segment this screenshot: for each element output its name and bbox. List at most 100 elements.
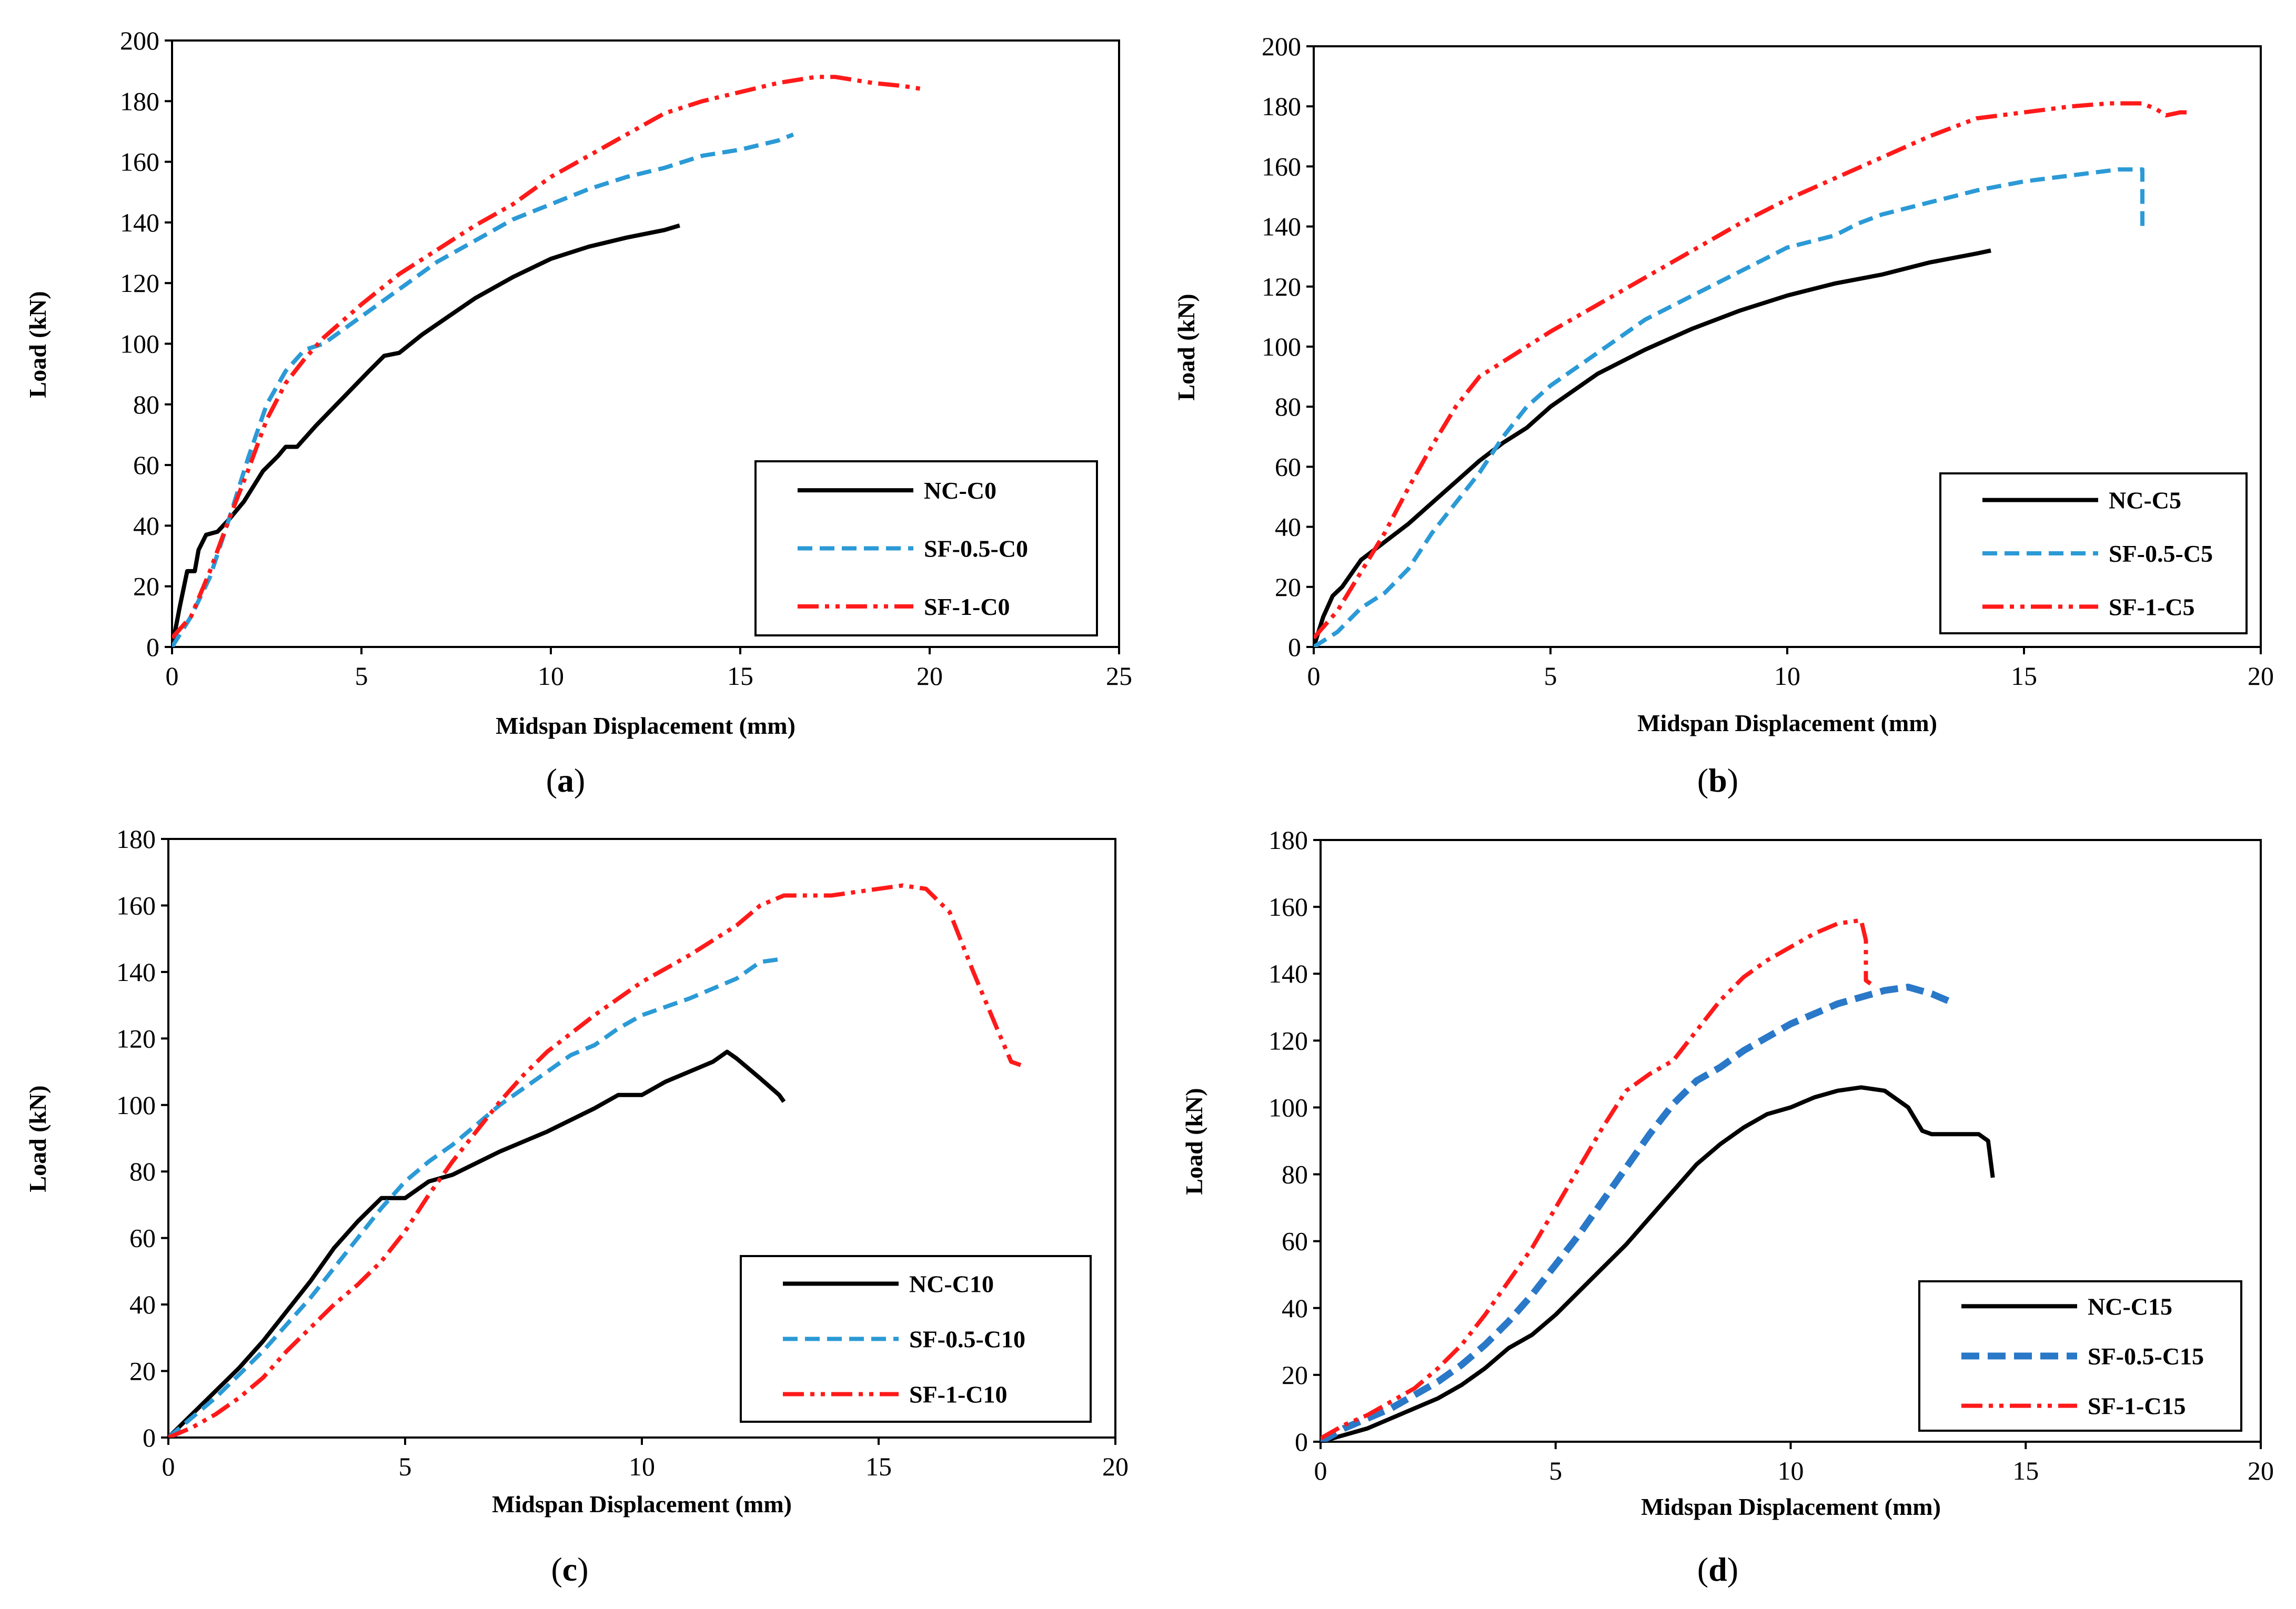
x-tick-label: 10 [1778,1456,1804,1485]
y-tick-label: 180 [116,824,156,854]
x-tick-label: 20 [1102,1452,1129,1481]
x-axis-label: Midspan Displacement (mm) [1637,710,1937,736]
y-tick-label: 0 [1288,632,1301,662]
series-line-nc-c0 [172,223,680,647]
y-tick-label: 100 [120,329,159,359]
x-tick-label: 15 [2011,661,2037,691]
y-tick-label: 80 [133,390,159,419]
chart-a: 0 20 40 60 80 100 120 140 160 180 200 0 5 10 15 20 25 Loa… [24,26,1132,799]
chart-b: 0 20 40 60 80 100 120 140 160 180 200 0 5 10 15 20 Load … [1173,32,2274,799]
x-tick-label: 10 [1774,661,1800,691]
y-tick-label: 160 [116,890,156,920]
x-tick-label: 5 [1544,661,1557,691]
x-tick-label: 5 [355,661,368,691]
legend-label: SF-0.5-C0 [924,535,1028,562]
y-tick-label: 100 [1268,1092,1308,1122]
x-tick-label: 0 [1307,661,1321,691]
y-tick-label: 60 [133,450,159,480]
legend-label: NC-C0 [924,477,996,504]
y-tick-label: 100 [1262,332,1301,361]
y-tick-label: 180 [1268,825,1308,855]
series-line-sf-1-c15 [1321,918,1872,1441]
legend-label: SF-1-C5 [2109,593,2195,620]
x-tick-label: 25 [1106,661,1132,691]
legend-label: SF-1-C0 [924,593,1010,620]
y-tick-label: 20 [129,1357,156,1386]
x-axis-label: Midspan Displacement (mm) [492,1491,792,1517]
y-tick-label: 80 [129,1157,156,1186]
panel-caption-letter: b [1708,762,1727,799]
y-tick-label: 0 [146,632,159,662]
legend-label: SF-1-C10 [909,1381,1008,1408]
x-tick-label: 10 [538,661,564,691]
y-tick-label: 120 [120,268,159,298]
series-line-nc-c15 [1321,1085,1995,1442]
y-tick-label: 140 [1262,212,1301,241]
series-line-sf-0.5-c5 [1314,167,2147,647]
y-tick-label: 120 [1268,1026,1308,1055]
y-tick-label: 20 [1282,1360,1308,1390]
series-line-sf-0.5-c0 [172,132,794,647]
x-tick-label: 0 [166,661,179,691]
y-tick-label: 100 [116,1090,156,1120]
y-tick-label: 60 [1275,452,1301,481]
legend-label: SF-0.5-C10 [909,1326,1025,1353]
y-tick-label: 0 [1295,1427,1308,1456]
y-axis-label: Load (kN) [1181,1088,1207,1195]
panel-caption: (b) [1697,762,1738,799]
y-tick-label: 80 [1275,392,1301,421]
panel-caption: (d) [1697,1551,1738,1588]
y-tick-label: 160 [1262,151,1301,181]
legend-label: NC-C15 [2088,1293,2172,1320]
x-tick-label: 0 [1314,1456,1327,1485]
y-axis-label: Load (kN) [1173,294,1200,400]
y-tick-label: 180 [120,86,159,116]
x-tick-label: 20 [917,661,943,691]
y-tick-label: 60 [129,1223,156,1253]
legend-label: SF-0.5-C15 [2088,1343,2204,1370]
x-axis-label: Midspan Displacement (mm) [496,712,795,739]
y-tick-label: 140 [1268,959,1308,988]
x-tick-label: 0 [162,1452,175,1481]
chart-d: 0 20 40 60 80 100 120 140 160 180 0 5 10 15 20 Load (kN… [1181,825,2274,1588]
series-line-sf-0.5-c15 [1321,984,1957,1442]
x-tick-label: 5 [399,1452,412,1481]
y-tick-label: 160 [120,147,159,177]
y-tick-label: 40 [1282,1293,1308,1323]
y-tick-label: 40 [129,1290,156,1319]
chart-c: 0 20 40 60 80 100 120 140 160 180 0 5 10 15 20 Load (kN… [24,824,1129,1588]
y-tick-label: 140 [116,957,156,987]
y-tick-label: 80 [1282,1160,1308,1189]
y-tick-label: 20 [1275,572,1301,602]
series-line-sf-1-c5 [1314,101,2190,640]
series-line-sf-1-c10 [168,883,1022,1438]
legend-label: NC-C5 [2109,487,2181,514]
y-tick-label: 180 [1262,92,1301,121]
x-tick-label: 15 [2012,1456,2039,1485]
series-line-sf-1-c0 [172,75,923,640]
x-tick-label: 20 [2248,1456,2274,1485]
legend-label: NC-C10 [909,1271,994,1298]
y-tick-label: 60 [1282,1227,1308,1256]
y-tick-label: 200 [1262,32,1301,61]
series-line-nc-c10 [168,1049,786,1438]
panel-caption-letter: c [562,1551,577,1588]
x-axis-label: Midspan Displacement (mm) [1641,1493,1941,1520]
y-tick-label: 40 [1275,512,1301,542]
y-tick-label: 140 [120,208,159,237]
y-tick-label: 200 [120,26,159,55]
y-tick-label: 40 [133,511,159,540]
panel-caption-letter: a [557,762,574,799]
y-tick-label: 20 [133,572,159,601]
x-tick-label: 5 [1549,1456,1562,1485]
series-line-sf-0.5-c10 [168,956,784,1438]
legend-label: SF-0.5-C5 [2109,540,2213,567]
y-axis-label: Load (kN) [24,1085,51,1192]
legend-label: SF-1-C15 [2088,1393,2186,1420]
y-axis-label: Load (kN) [24,291,51,398]
panel-caption-letter: d [1708,1551,1727,1588]
x-tick-label: 10 [629,1452,655,1481]
y-tick-label: 120 [116,1024,156,1053]
y-tick-label: 120 [1262,272,1301,301]
